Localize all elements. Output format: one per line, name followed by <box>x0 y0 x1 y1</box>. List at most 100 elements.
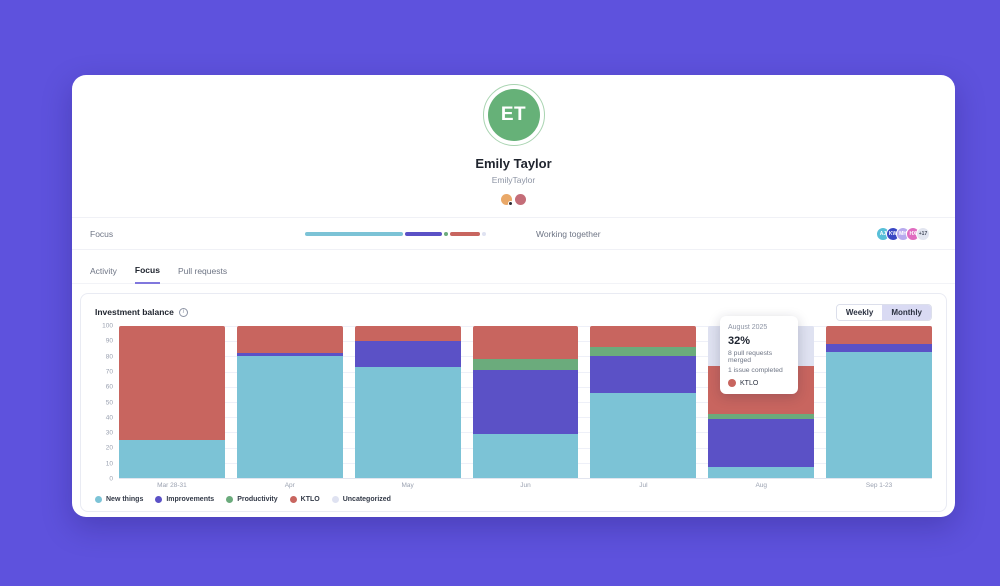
bar-segment <box>826 326 933 345</box>
bar-segment <box>119 326 225 440</box>
legend-dot <box>95 496 102 503</box>
bar-mar-28-31[interactable] <box>119 326 225 478</box>
bar-segment <box>354 326 461 342</box>
bar-jul[interactable] <box>590 326 697 478</box>
tab-activity[interactable]: Activity <box>90 265 117 276</box>
bar-segment <box>708 418 815 468</box>
tooltip-series-row: KTLO <box>728 379 790 387</box>
bar-segment <box>590 356 697 393</box>
bar-segment <box>119 440 225 478</box>
legend-item-productivity[interactable]: Productivity <box>226 496 278 503</box>
profile-handle: EmilyTaylor <box>491 175 536 185</box>
bar-segment <box>826 344 933 352</box>
bars <box>119 326 933 478</box>
legend-dot <box>289 496 297 503</box>
bar-segment <box>236 353 343 357</box>
legend-dot <box>155 496 163 503</box>
stacked-bar-chart: 100 90 80 70 60 50 40 30 20 10 0 <box>95 322 933 483</box>
tooltip-series-dot <box>728 379 736 387</box>
bar-segment <box>590 326 697 348</box>
bar-jun[interactable] <box>472 326 579 478</box>
legend-label: New things <box>106 496 144 503</box>
bar-segment <box>590 392 697 478</box>
legend-item-ktlo[interactable]: KTLO <box>289 496 320 503</box>
collaborator-avatar[interactable]: +17 <box>916 226 930 241</box>
info-icon[interactable]: i <box>178 307 188 317</box>
focus-segment <box>481 231 486 236</box>
x-tick-label: Jul <box>639 482 648 489</box>
bar-may[interactable] <box>354 326 461 478</box>
bar-apr[interactable] <box>236 326 343 478</box>
panel-title: Investment balance <box>95 307 174 317</box>
investment-balance-panel: Investment balance i Weekly Monthly 100 9… <box>80 293 947 512</box>
bar-segment <box>354 341 461 368</box>
y-tick-label: 60 <box>105 383 113 391</box>
focus-summary-row: Focus Working together AJ KW MH HX +17 <box>72 217 955 250</box>
badge-red-icon <box>515 194 526 205</box>
y-tick-label: 80 <box>105 353 113 361</box>
legend-label: KTLO <box>300 496 320 503</box>
badge-row <box>72 194 955 206</box>
legend-dot <box>226 496 234 503</box>
weekly-button[interactable]: Weekly <box>836 304 883 320</box>
tooltip-line: 1 issue completed <box>728 367 783 374</box>
x-tick-label: Sep 1-23 <box>865 482 893 489</box>
bar-segment <box>708 467 815 478</box>
tab-focus[interactable]: Focus <box>134 258 160 284</box>
y-tick-label: 10 <box>105 460 113 468</box>
x-axis-labels: Mar 28-31 Apr May Jun Jul Aug Sep 1-23 <box>119 482 932 489</box>
bar-segment <box>590 347 697 357</box>
period-toggle: Weekly Monthly <box>835 303 932 321</box>
collaborator-avatar-stack[interactable]: AJ KW MH HX +17 <box>876 226 937 241</box>
plot-area <box>119 326 933 479</box>
y-tick-label: 30 <box>105 429 113 437</box>
legend-item-new-things[interactable]: New things <box>95 496 143 503</box>
bar-sep-1-23[interactable] <box>826 326 933 478</box>
x-tick-label: May <box>401 482 414 489</box>
profile-name: Emily Taylor <box>475 156 552 171</box>
y-tick-label: 70 <box>105 368 113 376</box>
profile-header: ET Emily Taylor EmilyTaylor <box>72 75 955 206</box>
badge-gold-icon <box>501 194 513 206</box>
monthly-button[interactable]: Monthly <box>882 304 931 320</box>
focus-segment <box>444 231 449 236</box>
y-tick-label: 100 <box>102 322 113 330</box>
legend-item-uncategorized[interactable]: Uncategorized <box>331 496 391 503</box>
focus-segment <box>405 231 443 236</box>
avatar[interactable]: ET <box>487 89 540 141</box>
profile-card: ET Emily Taylor EmilyTaylor Focus Workin… <box>72 75 955 517</box>
legend-label: Uncategorized <box>342 496 391 503</box>
legend-item-improvements[interactable]: Improvements <box>155 496 214 503</box>
y-tick-label: 40 <box>105 414 113 422</box>
bar-segment <box>472 359 579 371</box>
y-tick-label: 20 <box>105 444 113 452</box>
legend-label: Improvements <box>166 496 215 503</box>
tooltip-value: 32% <box>728 335 751 347</box>
bar-segment <box>236 356 343 478</box>
tooltip-title: August 2025 <box>728 324 768 331</box>
focus-label: Focus <box>90 228 114 239</box>
avatar-ring: ET <box>482 84 545 146</box>
tab-pull-requests[interactable]: Pull requests <box>177 265 228 276</box>
bar-segment <box>236 326 343 354</box>
chart-legend: New things Improvements Productivity KTLO Un… <box>95 496 932 503</box>
focus-segment <box>305 231 404 236</box>
y-axis: 100 90 80 70 60 50 40 30 20 10 0 <box>95 322 115 483</box>
focus-distribution-bar[interactable] <box>305 231 490 236</box>
panel-header: Investment balance i Weekly Monthly <box>95 303 932 321</box>
bar-segment <box>826 351 933 478</box>
tooltip-line: 8 pull requests merged <box>728 350 773 364</box>
legend-dot <box>331 496 339 503</box>
x-tick-label: Apr <box>284 482 295 489</box>
bar-segment <box>708 414 815 419</box>
focus-segment <box>450 231 480 236</box>
y-tick-label: 90 <box>105 337 113 345</box>
bar-segment <box>472 370 579 434</box>
bar-segment <box>354 367 461 478</box>
y-tick-label: 50 <box>105 399 113 406</box>
y-tick-label: 0 <box>109 475 113 483</box>
tooltip-series-name: KTLO <box>740 379 759 387</box>
x-tick-label: Aug <box>755 482 768 489</box>
bar-segment <box>472 433 579 478</box>
legend-label: Productivity <box>237 496 278 503</box>
